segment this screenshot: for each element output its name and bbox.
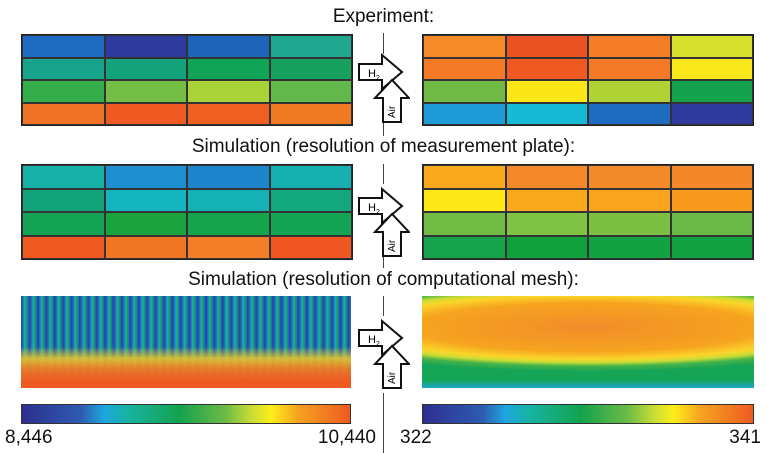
grid-cell [187, 188, 270, 212]
h2-subscript: 2 [376, 75, 380, 82]
grid-cell [104, 235, 187, 259]
divider-5 [383, 296, 384, 316]
grid-cell [187, 102, 270, 125]
grid-cell [670, 80, 753, 103]
grid-cell [22, 188, 105, 212]
grid-cell [22, 102, 105, 125]
grid-cell [269, 212, 352, 236]
grid-cell [22, 165, 105, 189]
h2-label: H [368, 334, 376, 346]
air-label: Air [387, 105, 398, 118]
sim-plate-title: Simulation (resolution of measurement pl… [191, 136, 576, 157]
experiment-right-grid [422, 34, 754, 126]
grid-cell [104, 165, 187, 189]
grid-cell [187, 212, 270, 236]
grid-cell [588, 102, 671, 125]
grid-cell [423, 188, 506, 212]
grid-cell [588, 212, 671, 236]
grid-cell [269, 57, 352, 80]
grid-cell [187, 80, 270, 103]
grid-cell [269, 80, 352, 103]
grid-cell [670, 212, 753, 236]
right-colorbar-min: 322 [400, 427, 432, 448]
grid-cell [187, 235, 270, 259]
grid-cell [104, 188, 187, 212]
grid-cell [588, 235, 671, 259]
grid-cell [505, 80, 588, 103]
grid-cell [588, 35, 671, 58]
grid-cell [104, 80, 187, 103]
grid-cell [670, 35, 753, 58]
divider-1 [383, 33, 384, 54]
grid-cell [22, 57, 105, 80]
left-colorbar-min: 8,446 [5, 427, 53, 448]
grid-cell [423, 102, 506, 125]
divider-3 [383, 164, 384, 184]
grid-cell [505, 212, 588, 236]
grid-cell [269, 35, 352, 58]
grid-cell [269, 165, 352, 189]
grid-cell [505, 165, 588, 189]
grid-cell [104, 35, 187, 58]
plate-left-grid [21, 164, 353, 260]
plate-right-grid [422, 164, 754, 260]
mesh-left-heatmap [21, 296, 351, 388]
grid-cell [670, 57, 753, 80]
h2-subscript: 2 [376, 209, 380, 216]
grid-cell [505, 102, 588, 125]
grid-cell [269, 102, 352, 125]
grid-cell [505, 188, 588, 212]
grid-cell [22, 35, 105, 58]
grid-cell [187, 57, 270, 80]
experiment-title: Experiment: [332, 6, 435, 27]
h2-label: H [368, 202, 376, 214]
grid-cell [423, 57, 506, 80]
gas-flow-arrows-2: H 2 Air [358, 186, 410, 257]
divider-2 [383, 116, 384, 136]
grid-cell [670, 235, 753, 259]
mesh-right-heatmap [422, 296, 754, 388]
grid-cell [670, 188, 753, 212]
grid-cell [670, 165, 753, 189]
grid-cell [269, 235, 352, 259]
experiment-left-grid [21, 34, 353, 126]
grid-cell [588, 80, 671, 103]
left-colorbar-max: 10,440 [317, 427, 376, 448]
grid-cell [505, 235, 588, 259]
air-arrow-icon: Air [372, 344, 410, 389]
gas-flow-arrows-1: H 2 Air [358, 52, 410, 123]
grid-cell [269, 188, 352, 212]
gas-flow-arrows-3: H 2 Air [358, 318, 410, 389]
h2-subscript: 2 [376, 341, 380, 348]
grid-cell [423, 165, 506, 189]
grid-cell [104, 212, 187, 236]
grid-cell [505, 57, 588, 80]
grid-cell [187, 165, 270, 189]
grid-cell [505, 35, 588, 58]
air-label: Air [387, 371, 398, 384]
h2-label: H [368, 68, 376, 80]
right-colorbar-max: 341 [729, 427, 761, 448]
grid-cell [104, 102, 187, 125]
grid-cell [588, 188, 671, 212]
grid-cell [22, 235, 105, 259]
grid-cell [22, 212, 105, 236]
left-colorbar [21, 404, 351, 424]
grid-cell [187, 35, 270, 58]
right-colorbar [422, 404, 754, 424]
grid-cell [423, 212, 506, 236]
grid-cell [670, 102, 753, 125]
grid-cell [22, 80, 105, 103]
divider-6 [383, 393, 384, 453]
sim-mesh-title: Simulation (resolution of computational … [188, 269, 579, 290]
grid-cell [104, 57, 187, 80]
grid-cell [588, 57, 671, 80]
grid-cell [423, 80, 506, 103]
grid-cell [423, 235, 506, 259]
air-label: Air [387, 239, 398, 252]
air-arrow-icon: Air [372, 212, 410, 257]
air-arrow-icon: Air [372, 78, 410, 123]
grid-cell [423, 35, 506, 58]
grid-cell [588, 165, 671, 189]
